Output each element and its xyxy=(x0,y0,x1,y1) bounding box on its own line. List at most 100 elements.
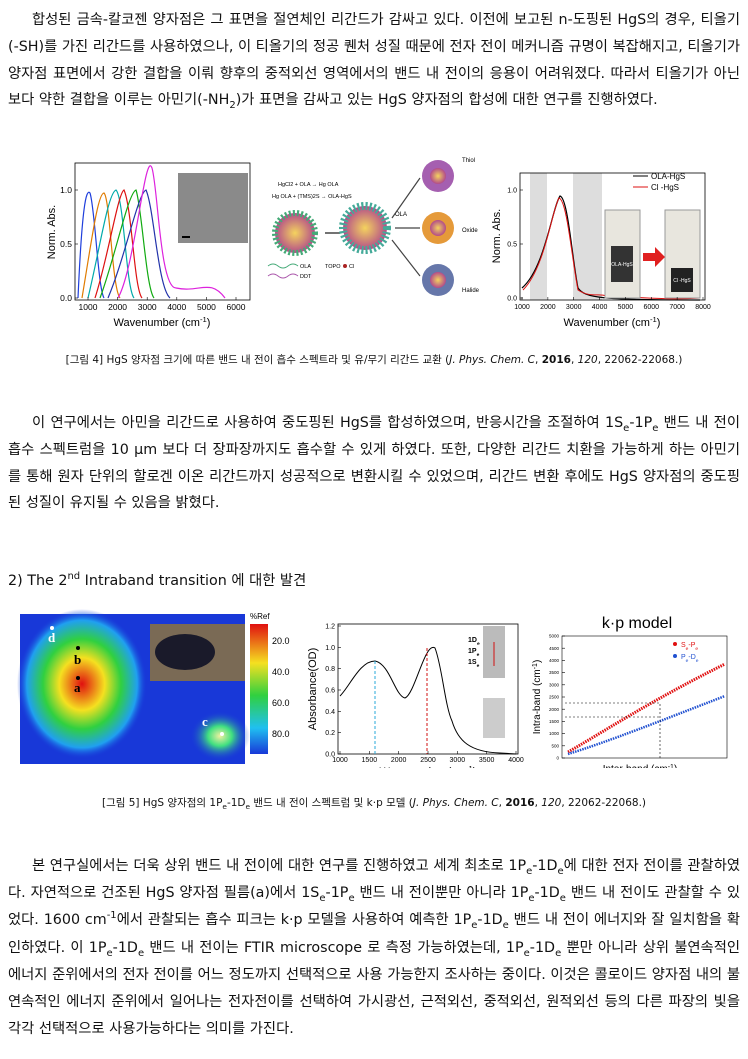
text-run: e xyxy=(696,659,699,664)
text-run: 이 연구에서는 아민을 리간드로 사용하여 중도핑된 HgS를 합성하였으며, … xyxy=(32,415,624,431)
text-run: 에 대한 전자 전이를 관찰하였다. 자연적으로 건조된 HgS 양자점 필름(… xyxy=(8,858,740,902)
x-axis-label: Wavenumber (cm-1) xyxy=(380,764,477,769)
y-tick-label: 3500 xyxy=(549,670,560,675)
y-tick-label: 1.2 xyxy=(325,623,335,630)
key-label: DDT xyxy=(300,274,312,280)
text-run: ) xyxy=(674,764,677,768)
text-run: e xyxy=(652,422,659,434)
y-tick-label: 0.8 xyxy=(325,666,335,673)
text-run: e xyxy=(319,893,326,905)
text-run: 합성된 금속-칼코젠 양자점은 그 표면을 절연체인 리간드가 감싸고 있다. … xyxy=(8,12,740,109)
text-run: nd xyxy=(67,571,81,583)
illustration-circle xyxy=(76,646,80,650)
text-run: 밴드 내 전이 흡수 스펙트럼을 10 μm 보다 더 장파장까지도 흡수할 수… xyxy=(8,415,740,512)
illustration-path xyxy=(77,191,105,299)
x-axis-label: Wavenumber (cm-1) xyxy=(564,315,661,330)
y-tick-label: 1.0 xyxy=(507,187,517,194)
illustration-path xyxy=(117,165,226,299)
text-run: 2016 xyxy=(541,354,571,366)
text-run: , 22062-22068.) xyxy=(597,354,683,366)
reaction: HgCl2 + OLA → Hg OLA xyxy=(278,182,339,188)
y-tick-label: 1.0 xyxy=(325,645,335,652)
text-run: 에서 관찰되는 흡수 피크는 k·p 모델을 사용하여 예측한 1P xyxy=(116,912,472,929)
text-run: e xyxy=(348,893,355,905)
text-run: ) xyxy=(473,766,477,768)
y-tick-label: 0.2 xyxy=(325,730,335,737)
text-run: 2) The 2 xyxy=(8,573,68,589)
text-run: -D xyxy=(688,654,695,661)
key-label: Cl xyxy=(349,264,354,270)
colorbar-title: %Ref xyxy=(250,612,270,621)
y-tick-label: 4500 xyxy=(549,646,560,651)
illustration-rect xyxy=(250,624,268,754)
y-tick-label: 0.4 xyxy=(325,709,335,716)
text-run: Wavenumber (cm xyxy=(114,317,200,329)
section-heading: 2) The 2nd Intraband transition 에 대한 발견 xyxy=(8,568,740,595)
y-tick-label: 0 xyxy=(556,756,559,761)
text-run: 밴드 내 전이 에너지와 잘 일치함을 확인하였다. 이 1P xyxy=(8,912,741,956)
y-tick-label: 0.0 xyxy=(60,293,72,303)
illustration-path xyxy=(107,189,171,299)
scheme-label: Oxide xyxy=(462,228,478,234)
text-run: -P xyxy=(688,642,695,649)
illustration-rect xyxy=(519,172,706,301)
text-run: 밴드 내 전이는 FTIR microscope 로 측정 가능하였는데, 1P xyxy=(144,939,524,956)
illustration-circle xyxy=(430,168,446,184)
x-axis-label: Inter-band (cm-1) xyxy=(603,764,678,769)
text-run: -1D xyxy=(112,939,138,956)
y-axis-label: Norm. Abs. xyxy=(46,205,58,259)
point-label: d xyxy=(48,630,56,645)
illustration-path xyxy=(267,263,299,269)
x-tick-label: 7000 xyxy=(669,304,685,311)
x-tick-label: 1500 xyxy=(362,757,378,764)
x-tick-label: 2000 xyxy=(540,304,556,311)
text-run: 120 xyxy=(541,797,562,809)
illustration-rect xyxy=(530,173,547,300)
x-tick-label: 3000 xyxy=(450,757,466,764)
point-label: c xyxy=(202,714,208,729)
text-run: 뿐만 아니라 상위 불연속적인 에너지 준위에서의 전자 전이를 어느 정도까지… xyxy=(8,939,741,1038)
x-tick-label: 2000 xyxy=(391,757,407,764)
y-tick-label: 3000 xyxy=(549,682,560,687)
key-label: OLA xyxy=(300,264,311,270)
kp-model: k·p model Intra-band (cm-1) Inter-band (… xyxy=(532,615,728,768)
text-run: J. Phys. Chem. C xyxy=(412,797,499,809)
x-tick-label: 1000 xyxy=(332,757,348,764)
text-run: ) xyxy=(207,317,211,329)
text-run: e xyxy=(557,865,564,877)
illustration-rect xyxy=(483,698,505,738)
text-run: [그림 4] HgS 양자점 크기에 따른 밴드 내 전이 흡수 스펙트라 및 … xyxy=(65,354,450,366)
text-run: 밴드 내 전이 스펙트럼 및 k·p 모델 ( xyxy=(250,797,413,809)
illustration-rect xyxy=(74,162,251,301)
text-run: [그림 5] HgS 양자점의 1P xyxy=(101,797,223,809)
illustration-ellipse xyxy=(17,609,147,759)
y-tick-label: 0.0 xyxy=(507,295,517,302)
x-tick-label: 8000 xyxy=(695,304,711,311)
vial-label: OLA-HgS xyxy=(611,262,633,268)
text-run: e xyxy=(528,893,535,905)
text-run: -1D xyxy=(477,912,503,929)
text-run: Intraband transition 에 대한 발견 xyxy=(80,573,307,589)
illustration-rect xyxy=(611,246,633,282)
text-run: , xyxy=(570,354,578,366)
key-label: TOPO xyxy=(325,264,341,270)
text-run: 1P xyxy=(468,648,477,655)
y-tick-label: 80.0 xyxy=(272,729,290,739)
text-run: )가 표면을 감싸고 있는 HgS 양자점의 합성에 대한 연구를 진행하였다. xyxy=(235,92,658,109)
x-tick-label: 4000 xyxy=(167,302,186,312)
illustration-path xyxy=(522,197,701,300)
level-label: 1Pe xyxy=(468,648,480,658)
illustration-path xyxy=(643,247,665,267)
legend-label: OLA-HgS xyxy=(651,172,685,181)
text-run: Wavenumber (cm xyxy=(564,317,650,329)
y-tick-label: 2000 xyxy=(549,707,560,712)
text-run: -1D xyxy=(529,939,556,956)
level-label: 1Se xyxy=(468,659,480,669)
illustration-rect xyxy=(671,268,693,292)
y-axis-label: Absorbance(OD) xyxy=(307,648,319,731)
text-run: e xyxy=(523,947,530,959)
illustration-path xyxy=(567,694,726,756)
y-tick-label: 40.0 xyxy=(272,667,290,677)
text-run: e xyxy=(686,659,689,664)
y-tick-label: 1.0 xyxy=(60,185,72,195)
